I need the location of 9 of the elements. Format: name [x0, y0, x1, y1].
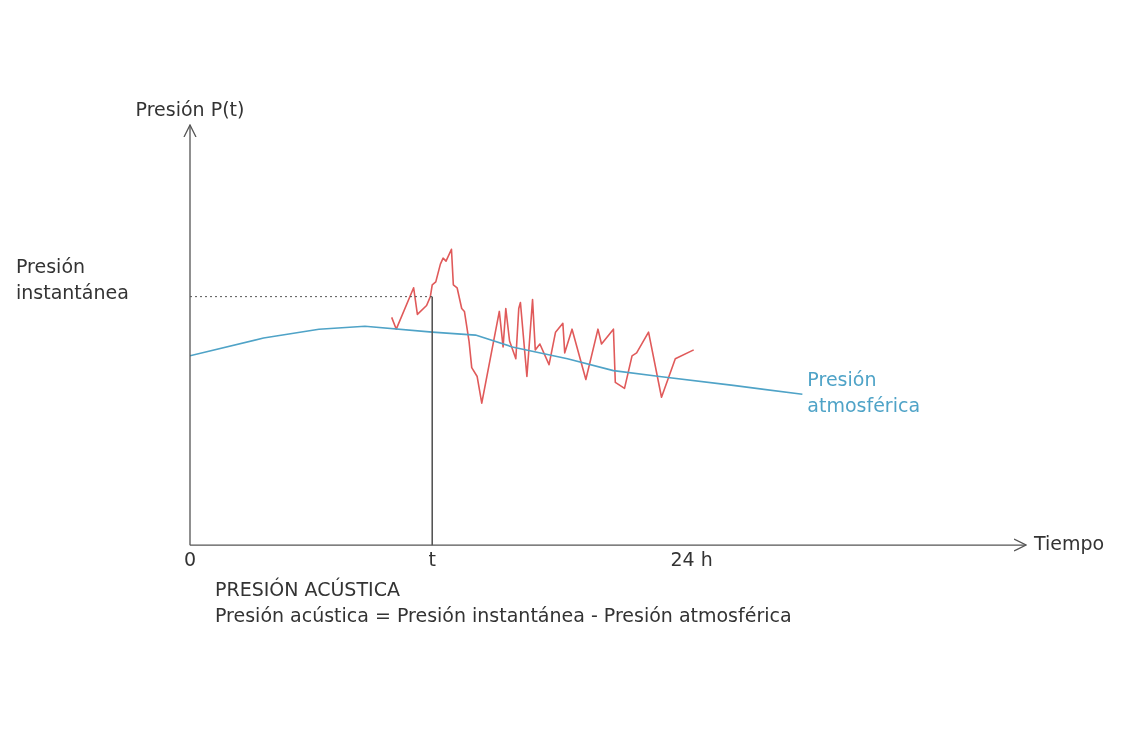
text: Presión acústica = Presión instantánea - Presión atmosférica	[215, 603, 793, 628]
x-axis-title: Tiempo	[1033, 532, 1105, 555]
text: PRESIÓN ACÚSTICA	[215, 576, 401, 602]
series-label: Presión atmosférica	[807, 368, 921, 417]
x-tick-label: 24 h	[670, 547, 713, 570]
x-tick-label: t	[428, 547, 436, 570]
text: Presión P(t)	[135, 98, 245, 121]
x-tick-label: 0	[183, 547, 197, 570]
ref-line-label: Presión instantánea	[16, 254, 129, 303]
